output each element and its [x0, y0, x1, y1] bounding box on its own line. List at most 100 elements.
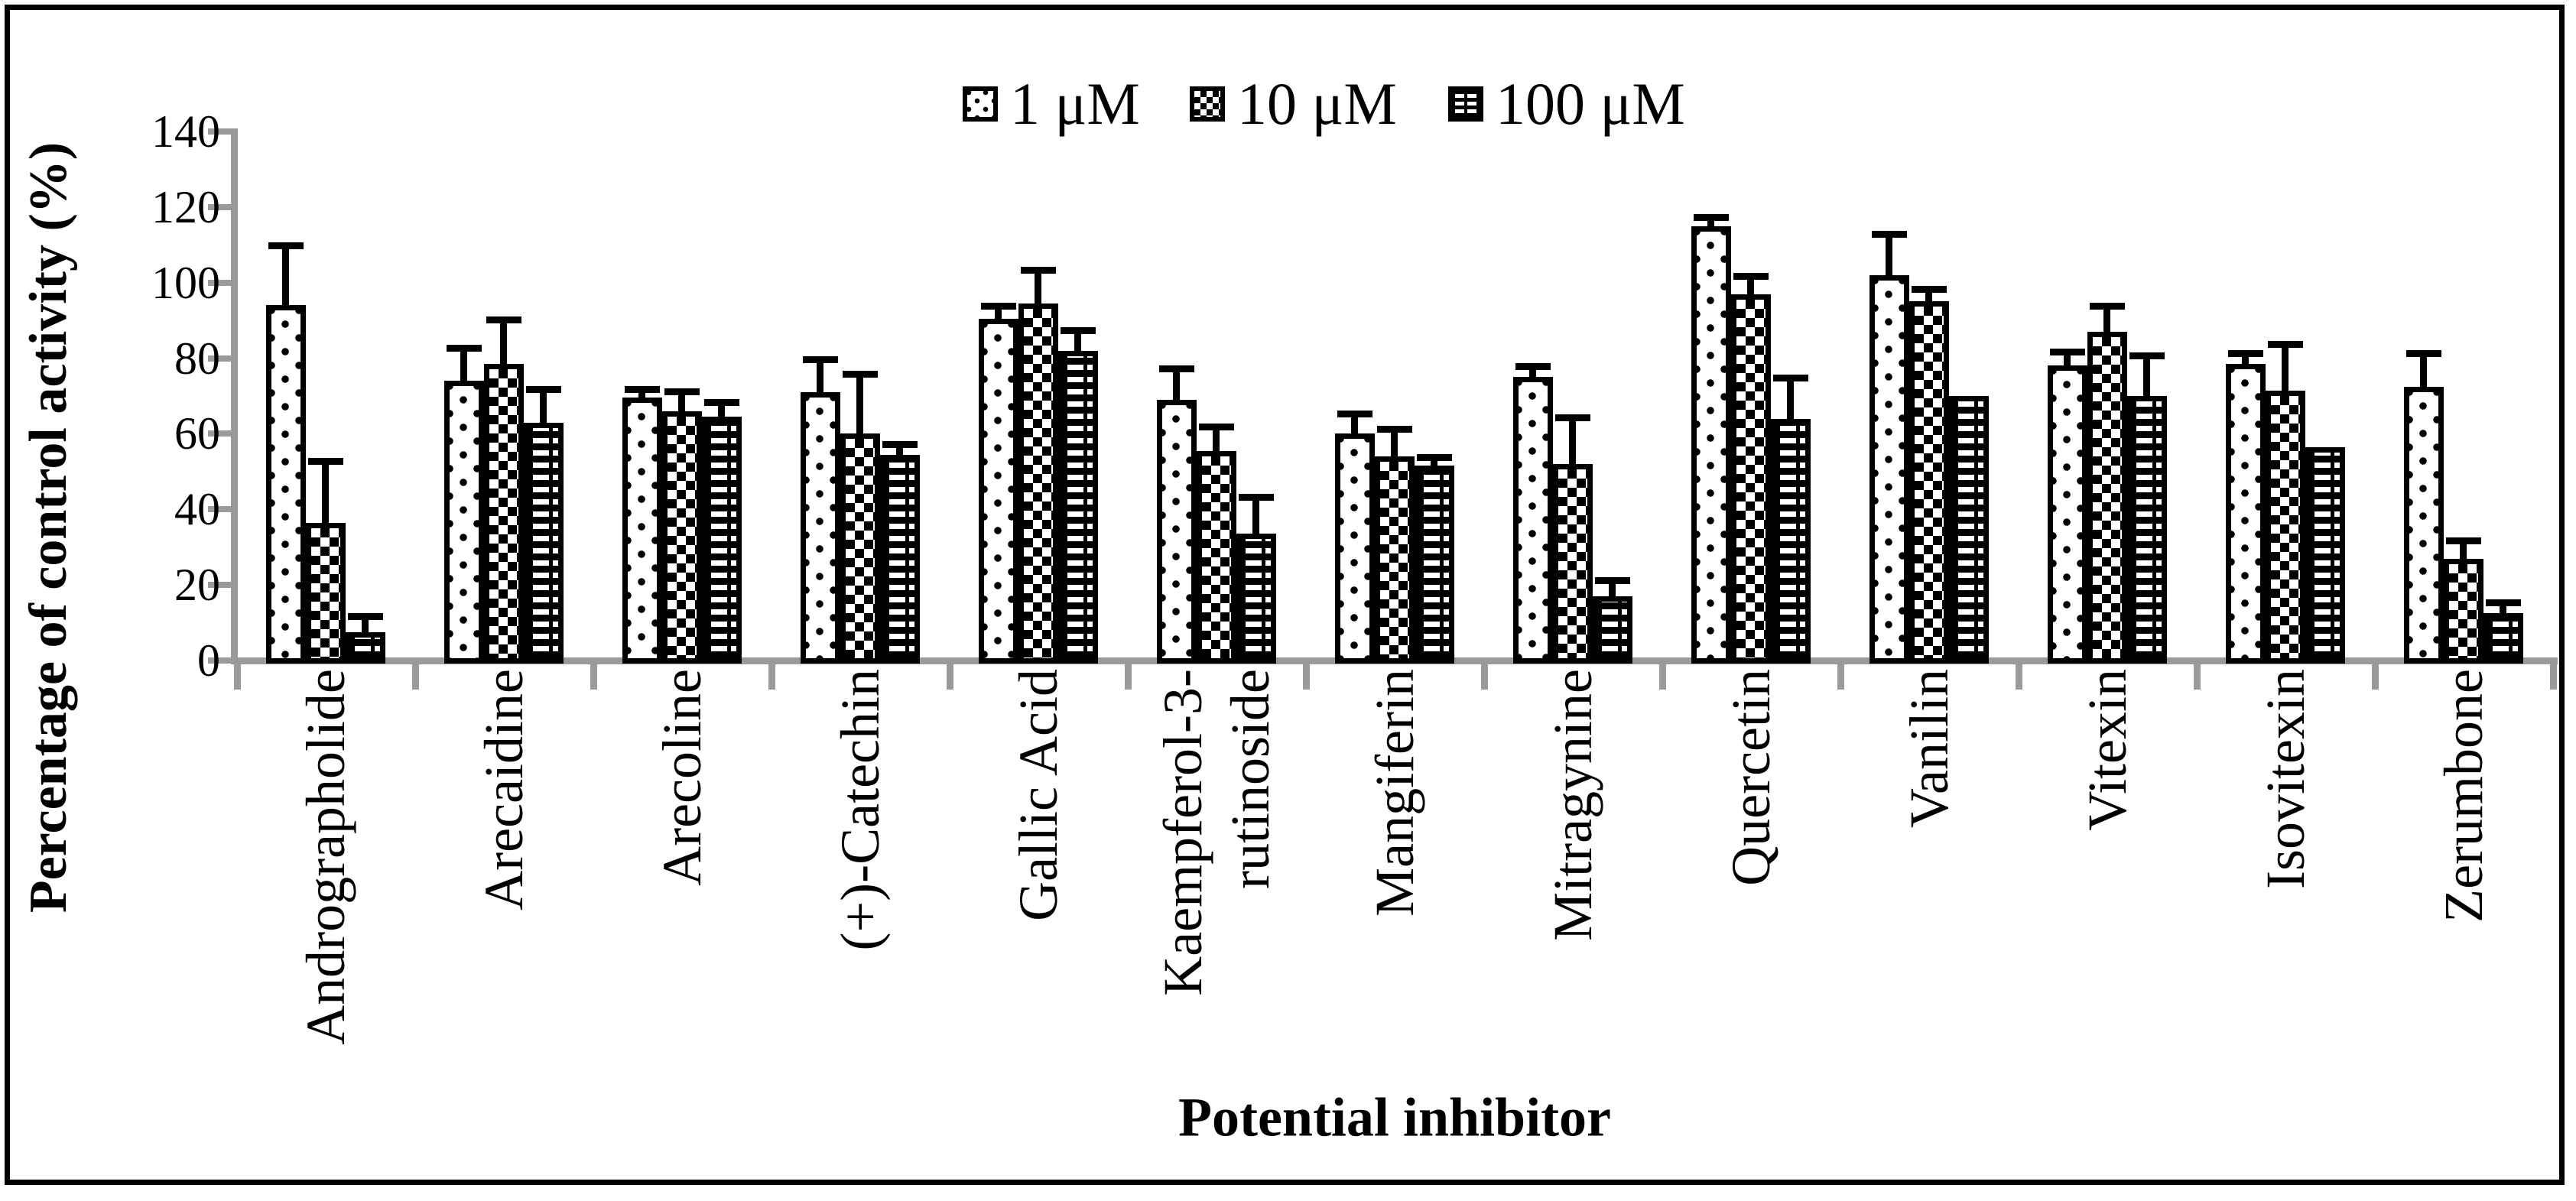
error-bar-cap [2228, 350, 2263, 358]
error-bar-cap [882, 440, 918, 448]
error-bar-cap [526, 386, 561, 394]
bar-10 μM-Quercetin [1731, 294, 1771, 664]
error-bar-cap [308, 457, 343, 465]
bar-10 μM-Kaempferol-3--rutinoside [1197, 450, 1236, 664]
error-bar-cap [2129, 352, 2165, 359]
x-tick [234, 661, 241, 690]
bar-1 μM-Kaempferol-3--rutinoside [1157, 399, 1197, 664]
y-axis-line [231, 128, 238, 664]
bar-10 μM-Andrographolide [306, 522, 346, 664]
y-tick-label: 20 [174, 560, 220, 611]
y-tick-label: 40 [174, 484, 220, 535]
y-tick [208, 355, 237, 362]
error-bar-whisker [2103, 309, 2110, 333]
category-label: Vitexin [2076, 669, 2138, 831]
x-tick [2194, 661, 2201, 690]
bar-100 μM-Mangiferin [1415, 466, 1454, 664]
legend-item-10um: 10 μM [1190, 69, 1397, 139]
error-bar-whisker [1173, 371, 1180, 401]
error-bar-cap [1694, 214, 1729, 222]
bar-100 μM-Zerumbone [2483, 613, 2523, 664]
bar-10 μM-Isovitexin [2266, 390, 2305, 664]
error-bar-cap [1061, 327, 1096, 335]
error-bar-cap [1872, 231, 1907, 239]
category-label: Gallic Acid [1007, 669, 1069, 921]
category-label: Zerumbone [2432, 669, 2494, 923]
error-bar-whisker [995, 309, 1002, 320]
error-bar-whisker [2420, 356, 2427, 388]
category-label: Arecoline [651, 669, 713, 886]
bar-100 μM-Kaempferol-3--rutinoside [1236, 534, 1276, 664]
error-bar-cap [803, 355, 838, 363]
error-bar-cap [1159, 365, 1194, 372]
category-label: Isovitexin [2254, 669, 2316, 889]
x-tick [947, 661, 953, 690]
y-tick-label: 140 [151, 105, 220, 157]
error-bar-whisker [1391, 431, 1398, 459]
x-axis-title: Potential inhibitor [1178, 1086, 1612, 1148]
error-bar-whisker [2242, 356, 2249, 365]
error-bar-cap [1515, 363, 1551, 371]
error-bar-whisker [362, 618, 369, 634]
bar-1 μM-Arecaidine [444, 381, 484, 664]
bar-100 μM-Mitragynine [1593, 596, 1632, 664]
error-bar-cap [268, 242, 304, 250]
error-bar-cap [625, 386, 660, 394]
bar-100 μM-Andrographolide [346, 631, 385, 664]
error-bar-cap [1773, 375, 1808, 382]
error-bar-whisker [1569, 420, 1576, 466]
bar-1 μM-Vitexin [2048, 365, 2087, 664]
error-bar-cap [447, 344, 482, 352]
legend-label-100um: 100 μM [1496, 70, 1685, 137]
error-bar-cap [2268, 340, 2303, 348]
bar-100 μM-Gallic-Acid [1058, 350, 1098, 664]
error-bar-cap [981, 303, 1016, 310]
bar-100 μM-Vanilin [1949, 395, 1989, 664]
legend-swatch-10um [1190, 86, 1225, 122]
error-bar-cap [1239, 493, 1274, 501]
bar-10 μM-Zerumbone [2444, 558, 2483, 664]
error-bar-whisker [718, 405, 725, 419]
bar-1 μM-Andrographolide [266, 305, 306, 664]
bar-1 μM-Arecoline [622, 398, 662, 664]
bar-1 μM-Vanilin [1869, 274, 1909, 664]
x-tick [1659, 661, 1666, 690]
error-bar-cap [843, 371, 878, 378]
category-label: Vanilin [1898, 669, 1960, 828]
error-bar-cap [1555, 414, 1590, 422]
legend-label-1um: 1 μM [1010, 70, 1140, 137]
bar-100 μM-Arecaidine [524, 422, 564, 664]
bar-1 μM-Zerumbone [2404, 386, 2444, 664]
bar-100 μM-Vitexin [2127, 395, 2167, 664]
legend-item-100um: 100 μM [1448, 69, 1685, 139]
error-bar-cap [486, 316, 521, 323]
error-bar-cap [1337, 411, 1372, 418]
x-tick [1481, 661, 1488, 690]
bar-100 μM-Arecoline [702, 417, 742, 664]
error-bar-cap [2486, 599, 2521, 607]
category-label: Kaempferol-3- rutinoside [1152, 669, 1281, 996]
error-bar-whisker [1925, 292, 1932, 303]
bar-1 μM-Isovitexin [2226, 363, 2266, 664]
bar-1 μM-Mitragynine [1513, 377, 1553, 664]
error-bar-cap [2406, 350, 2441, 358]
error-bar-cap [1595, 576, 1630, 584]
x-tick [1303, 661, 1310, 690]
error-bar-cap [1377, 425, 1412, 433]
error-bar-whisker [2282, 346, 2289, 392]
legend-swatch-1um [963, 86, 998, 122]
x-tick [1125, 661, 1132, 690]
error-bar-whisker [540, 392, 547, 424]
bar-100 μM-(+)-Catechin [880, 454, 920, 664]
y-tick-label: 0 [197, 635, 220, 686]
bar-10 μM-Vanilin [1909, 301, 1949, 664]
y-tick [208, 657, 237, 664]
y-tick-label: 60 [174, 408, 220, 459]
error-bar-whisker [1351, 417, 1358, 436]
error-bar-whisker [1886, 237, 1892, 277]
error-bar-whisker [638, 392, 645, 400]
x-tick [2016, 661, 2022, 690]
x-tick [2550, 661, 2557, 690]
error-bar-whisker [2064, 354, 2071, 368]
